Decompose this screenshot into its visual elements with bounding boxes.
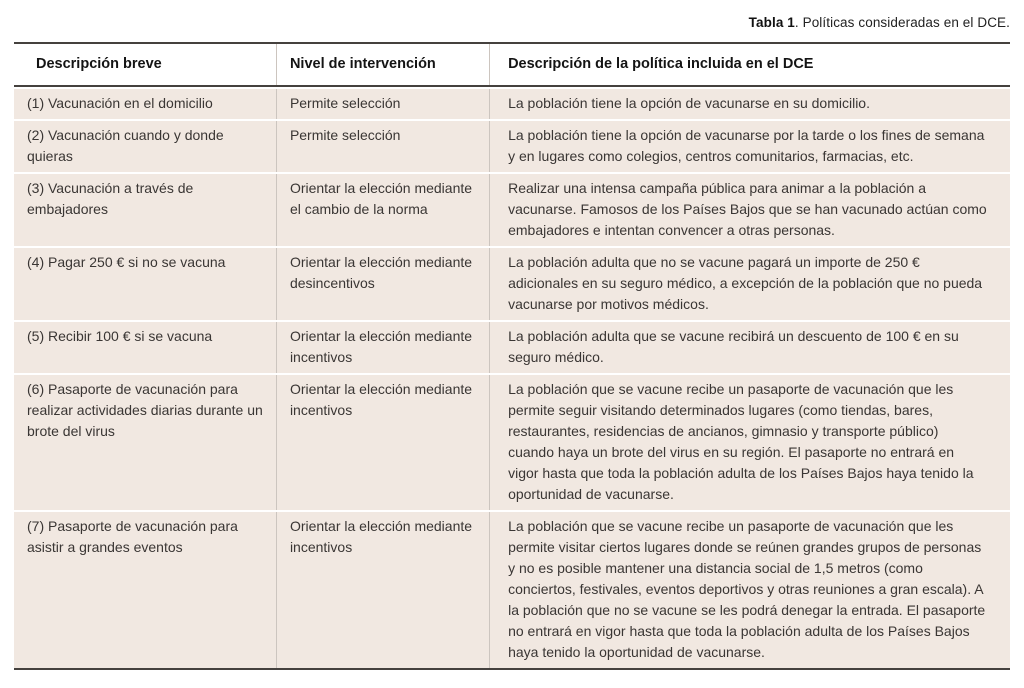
table-caption-text: . Políticas consideradas en el DCE.	[794, 15, 1010, 30]
cell-nivel-intervencion: Orientar la elección mediante el cambio …	[275, 174, 490, 246]
cell-nivel-intervencion: Orientar la elección mediante incentivos	[275, 375, 490, 510]
cell-descripcion-politica: La población adulta que no se vacune pag…	[489, 248, 1010, 320]
table-row: (3) Vacunación a través de embajadores O…	[14, 174, 1010, 246]
cell-descripcion-politica: La población que se vacune recibe un pas…	[489, 512, 1010, 668]
table-header-row: Descripción breve Nivel de intervención …	[14, 44, 1010, 87]
table-row: (5) Recibir 100 € si se vacuna Orientar …	[14, 322, 1010, 373]
table-body: (1) Vacunación en el domicilio Permite s…	[14, 89, 1010, 668]
cell-descripcion-breve: (2) Vacunación cuando y donde quieras	[14, 121, 276, 172]
policies-table: Descripción breve Nivel de intervención …	[14, 42, 1010, 670]
table-row: (2) Vacunación cuando y donde quieras Pe…	[14, 121, 1010, 172]
column-header-descripcion-breve: Descripción breve	[36, 56, 162, 72]
table-row: (6) Pasaporte de vacunación para realiza…	[14, 375, 1010, 510]
table-caption: Tabla 1. Políticas consideradas en el DC…	[14, 0, 1010, 42]
cell-descripcion-breve: (1) Vacunación en el domicilio	[14, 89, 276, 119]
cell-descripcion-breve: (4) Pagar 250 € si no se vacuna	[14, 248, 276, 320]
cell-descripcion-breve: (5) Recibir 100 € si se vacuna	[14, 322, 276, 373]
document-page: Tabla 1. Políticas consideradas en el DC…	[14, 0, 1010, 670]
table-row: (4) Pagar 250 € si no se vacuna Orientar…	[14, 248, 1010, 320]
cell-descripcion-politica: La población adulta que se vacune recibi…	[489, 322, 1010, 373]
cell-nivel-intervencion: Orientar la elección mediante desincenti…	[275, 248, 490, 320]
cell-nivel-intervencion: Orientar la elección mediante incentivos	[275, 512, 490, 668]
cell-descripcion-politica: La población tiene la opción de vacunars…	[489, 121, 1010, 172]
cell-descripcion-politica: La población tiene la opción de vacunars…	[489, 89, 1010, 119]
cell-descripcion-breve: (3) Vacunación a través de embajadores	[14, 174, 276, 246]
cell-nivel-intervencion: Permite selección	[275, 121, 490, 172]
cell-descripcion-breve: (7) Pasaporte de vacunación para asistir…	[14, 512, 276, 668]
table-row: (1) Vacunación en el domicilio Permite s…	[14, 89, 1010, 119]
column-header-nivel-intervencion: Nivel de intervención	[275, 44, 489, 85]
cell-nivel-intervencion: Permite selección	[275, 89, 490, 119]
table-row: (7) Pasaporte de vacunación para asistir…	[14, 512, 1010, 668]
cell-nivel-intervencion: Orientar la elección mediante incentivos	[275, 322, 490, 373]
cell-descripcion-breve: (6) Pasaporte de vacunación para realiza…	[14, 375, 276, 510]
column-header-descripcion-politica: Descripción de la política incluida en e…	[489, 44, 1010, 85]
cell-descripcion-politica: Realizar una intensa campaña pública par…	[489, 174, 1010, 246]
table-caption-number: Tabla 1	[748, 15, 795, 30]
cell-descripcion-politica: La población que se vacune recibe un pas…	[489, 375, 1010, 510]
